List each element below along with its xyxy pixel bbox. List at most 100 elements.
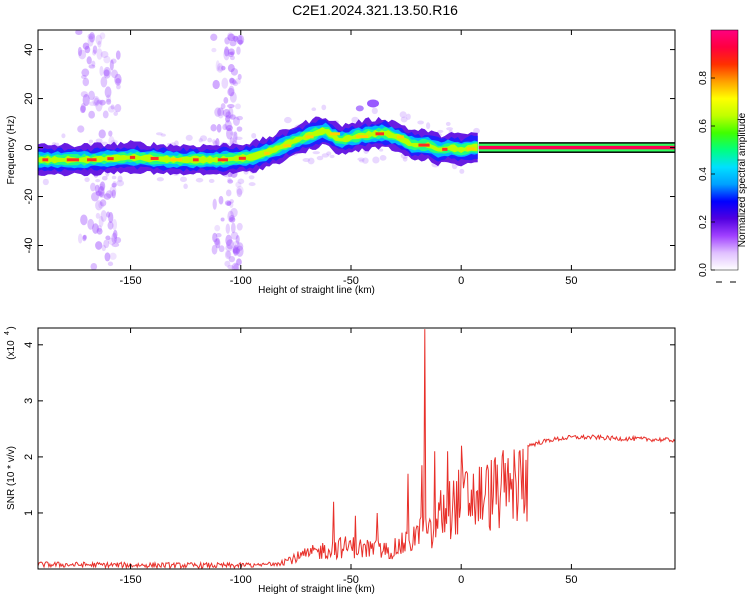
colorbar-label: Normalized spectral amplitude xyxy=(737,112,748,247)
noise-blob xyxy=(101,175,108,181)
x-tick-label: 0 xyxy=(458,275,464,287)
noise-blob xyxy=(367,99,380,108)
noise-blob xyxy=(105,190,114,199)
noise-blob xyxy=(223,48,230,61)
noise-blob xyxy=(101,244,107,252)
ridge-hotspot xyxy=(466,147,476,151)
noise-blob xyxy=(220,103,226,110)
y-axis-label: Frequency (Hz) xyxy=(6,116,17,185)
noise-blob xyxy=(116,179,125,187)
noise-blob xyxy=(400,116,408,123)
noise-blob xyxy=(379,155,387,161)
snr-panel: -150 -100 -50 0 50 1 2 3 4 Height of straight lin… xyxy=(4,326,676,595)
noise-blob xyxy=(82,234,87,242)
noise-blob xyxy=(227,210,234,223)
noise-blob xyxy=(362,157,369,164)
ridge-hotspot xyxy=(87,158,97,162)
noise-blob xyxy=(231,262,240,270)
ridge-hotspot xyxy=(375,132,385,136)
noise-blob xyxy=(98,185,105,198)
noise-blob xyxy=(102,110,109,119)
noise-blob xyxy=(100,50,109,59)
noise-blob xyxy=(379,148,384,152)
noise-blob xyxy=(91,192,99,202)
ridge-hotspot xyxy=(217,158,228,162)
noise-blob xyxy=(445,121,451,127)
noise-blob xyxy=(212,79,220,90)
noise-blob xyxy=(321,153,330,158)
noise-blob xyxy=(87,35,94,47)
snr-background xyxy=(38,328,675,569)
noise-blob xyxy=(357,157,365,161)
ridge-hotspot xyxy=(238,156,246,160)
y-axis-label: SNR (10 * v/v) xyxy=(6,446,17,510)
noise-blob xyxy=(103,69,110,77)
noise-blob xyxy=(107,237,116,245)
noise-blob xyxy=(228,85,235,97)
noise-blob xyxy=(88,101,97,107)
noise-blob xyxy=(229,39,237,47)
noise-blob xyxy=(216,123,222,133)
noise-blob xyxy=(307,157,315,165)
noise-blob xyxy=(236,46,241,55)
noise-blob xyxy=(355,105,364,112)
x-tick-label: -150 xyxy=(120,275,142,287)
ridge-hotspot xyxy=(66,158,80,162)
noise-blob xyxy=(227,63,235,73)
noise-blob xyxy=(110,104,115,110)
colorbar-tick-label: 0.2 xyxy=(698,215,709,229)
colorbar-gradient xyxy=(711,30,738,270)
y-tick-label: 40 xyxy=(23,43,35,55)
noise-blob xyxy=(236,245,244,257)
noise-blob xyxy=(90,182,96,192)
colorbar-frame xyxy=(710,29,739,271)
noise-blob xyxy=(95,241,103,250)
noise-blob xyxy=(107,105,116,113)
noise-blob xyxy=(232,35,239,42)
y-tick-label: -40 xyxy=(23,238,35,254)
noise-blob xyxy=(98,215,104,228)
noise-blob xyxy=(110,69,118,79)
noise-blob xyxy=(229,199,234,204)
noise-blob xyxy=(111,182,117,188)
noise-blob xyxy=(96,99,104,105)
noise-blob xyxy=(229,131,238,136)
ridge-hotspot xyxy=(418,143,430,147)
x-axis-label: Height of straight line (km) xyxy=(258,584,375,595)
noise-blob xyxy=(96,227,103,235)
noise-blob xyxy=(95,212,101,219)
noise-blob xyxy=(110,58,117,64)
noise-blob xyxy=(228,48,235,55)
noise-blob xyxy=(78,49,87,60)
noise-blob xyxy=(227,87,235,97)
noise-blob xyxy=(437,129,444,133)
y-multiplier-base: (x10 xyxy=(6,340,17,360)
noise-blob xyxy=(88,90,95,101)
noise-blob xyxy=(109,252,117,260)
noise-blob xyxy=(211,244,218,255)
noise-blob xyxy=(233,263,239,270)
noise-blob xyxy=(75,30,83,36)
noise-blob xyxy=(237,73,242,80)
noise-blob xyxy=(227,32,234,41)
noise-blob xyxy=(326,151,332,156)
noise-blob xyxy=(103,239,110,249)
noise-blob xyxy=(92,95,100,107)
noise-blob xyxy=(248,175,255,180)
noise-blob xyxy=(215,233,222,238)
noise-blob xyxy=(234,78,241,85)
noise-blob xyxy=(77,125,85,133)
noise-blob xyxy=(217,107,224,117)
noise-blob xyxy=(160,133,166,137)
y-tick-label: 20 xyxy=(23,92,35,104)
noise-blob xyxy=(417,120,424,125)
noise-blob xyxy=(351,116,359,123)
noise-blob xyxy=(109,185,117,197)
noise-blob xyxy=(235,103,241,110)
noise-blob xyxy=(99,65,104,76)
noise-blob xyxy=(210,124,217,132)
noise-blob xyxy=(92,45,98,54)
noise-blob xyxy=(371,107,378,115)
noise-blob xyxy=(98,191,106,199)
noise-blob xyxy=(89,31,96,43)
